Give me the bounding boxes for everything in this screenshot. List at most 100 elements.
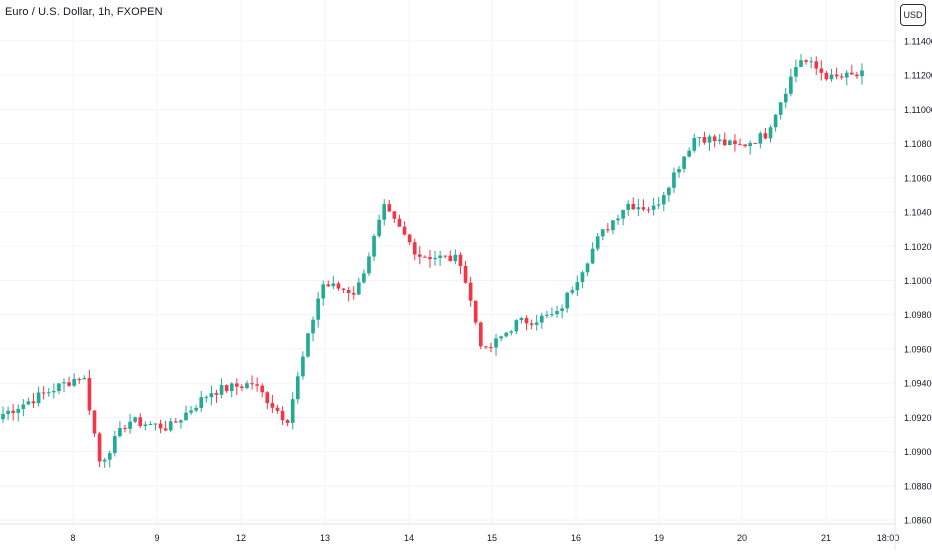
candle-body — [473, 300, 478, 323]
candle-body — [204, 397, 209, 399]
candle-body — [112, 436, 117, 454]
candle-body — [57, 383, 61, 392]
candle-body — [484, 346, 488, 348]
candle-body — [240, 386, 244, 389]
candle-body — [595, 236, 600, 249]
candle-body — [326, 284, 331, 287]
candle-body — [514, 320, 519, 332]
candle-body — [107, 453, 112, 460]
candle-body — [748, 142, 753, 147]
x-tick-label: 9 — [154, 533, 159, 543]
y-tick-label: 1.08600 — [904, 516, 932, 526]
candle-body — [809, 61, 814, 63]
candle-body — [636, 207, 641, 210]
candle-body — [341, 288, 346, 290]
candle-body — [46, 392, 51, 394]
candle-body — [834, 74, 839, 77]
currency-button[interactable]: USD — [900, 4, 926, 26]
grid — [0, 0, 895, 524]
y-tick-label: 1.10600 — [904, 173, 932, 183]
candle-body — [351, 293, 356, 295]
candle-body — [6, 410, 10, 415]
candle-body — [489, 346, 493, 348]
candle-body — [87, 378, 92, 411]
candle-body — [72, 379, 76, 386]
candle-body — [224, 385, 229, 392]
candle-body — [346, 289, 351, 294]
candle-body — [118, 427, 122, 437]
candle-body — [153, 423, 158, 425]
candle-body — [611, 220, 615, 231]
candle-body — [707, 136, 712, 143]
candle-body — [580, 272, 585, 283]
candle-body — [443, 255, 448, 257]
candle-body — [1, 414, 5, 420]
candle-body — [545, 314, 549, 316]
candle-body — [453, 254, 458, 262]
candle-body — [158, 423, 163, 429]
candle-body — [463, 266, 468, 283]
candle-body — [656, 204, 661, 206]
candle-body — [855, 74, 859, 77]
candle-body — [702, 137, 707, 143]
candle-body — [539, 315, 544, 323]
candle-body — [397, 218, 402, 227]
y-tick-label: 1.10400 — [904, 208, 932, 218]
candle-body — [148, 424, 153, 426]
candle-body — [270, 403, 275, 408]
y-tick-label: 1.10200 — [904, 242, 932, 252]
candle-body — [387, 204, 392, 212]
candle-body — [26, 401, 31, 405]
candle-body — [362, 273, 366, 283]
candle-body — [179, 420, 183, 423]
x-tick-label: 21 — [821, 533, 831, 543]
candle-body — [128, 421, 132, 429]
candle-body — [641, 207, 646, 210]
candle-body — [448, 255, 453, 262]
x-tick-label: 16 — [571, 533, 581, 543]
candle-body — [138, 417, 143, 427]
candle-body — [428, 257, 432, 260]
candle-body — [168, 421, 173, 431]
y-tick-label: 1.09000 — [904, 447, 932, 457]
candle-body — [560, 308, 564, 311]
candle-body — [11, 410, 15, 413]
y-tick-label: 1.09600 — [904, 344, 932, 354]
candle-body — [123, 427, 127, 429]
candle-body — [697, 137, 702, 139]
candle-body — [143, 424, 148, 427]
y-tick-label: 1.10000 — [904, 276, 932, 286]
candle-body — [631, 203, 636, 210]
candle-body — [102, 459, 107, 462]
candle-body — [41, 392, 46, 394]
candle-body — [778, 102, 783, 115]
candle-body — [356, 282, 361, 295]
candle-body — [661, 195, 666, 205]
candle-body — [519, 318, 524, 321]
x-tick-label: 15 — [487, 533, 497, 543]
candle-body — [402, 226, 407, 235]
candle-body — [245, 383, 249, 389]
candle-body — [173, 421, 178, 423]
candle-body — [184, 412, 188, 421]
candle-body — [423, 256, 427, 258]
candle-body — [799, 60, 803, 68]
x-axis: 8 9 12 13 14 15 16 19 20 21 18:00 — [0, 523, 899, 543]
candle-body — [499, 336, 503, 339]
candle-body — [290, 399, 295, 423]
x-tick-label: 13 — [320, 533, 330, 543]
y-tick-label: 1.11200 — [904, 71, 932, 81]
candle-body — [163, 428, 168, 431]
candle-body — [229, 383, 234, 392]
y-tick-label: 1.09200 — [904, 413, 932, 423]
candle-body — [600, 229, 605, 237]
candle-body — [407, 234, 412, 243]
candle-body — [682, 156, 686, 169]
candle-body — [794, 67, 798, 77]
candle-body — [743, 144, 747, 147]
y-tick-label: 1.10800 — [904, 139, 932, 149]
candle-body — [733, 140, 737, 145]
candle-body — [789, 76, 793, 94]
